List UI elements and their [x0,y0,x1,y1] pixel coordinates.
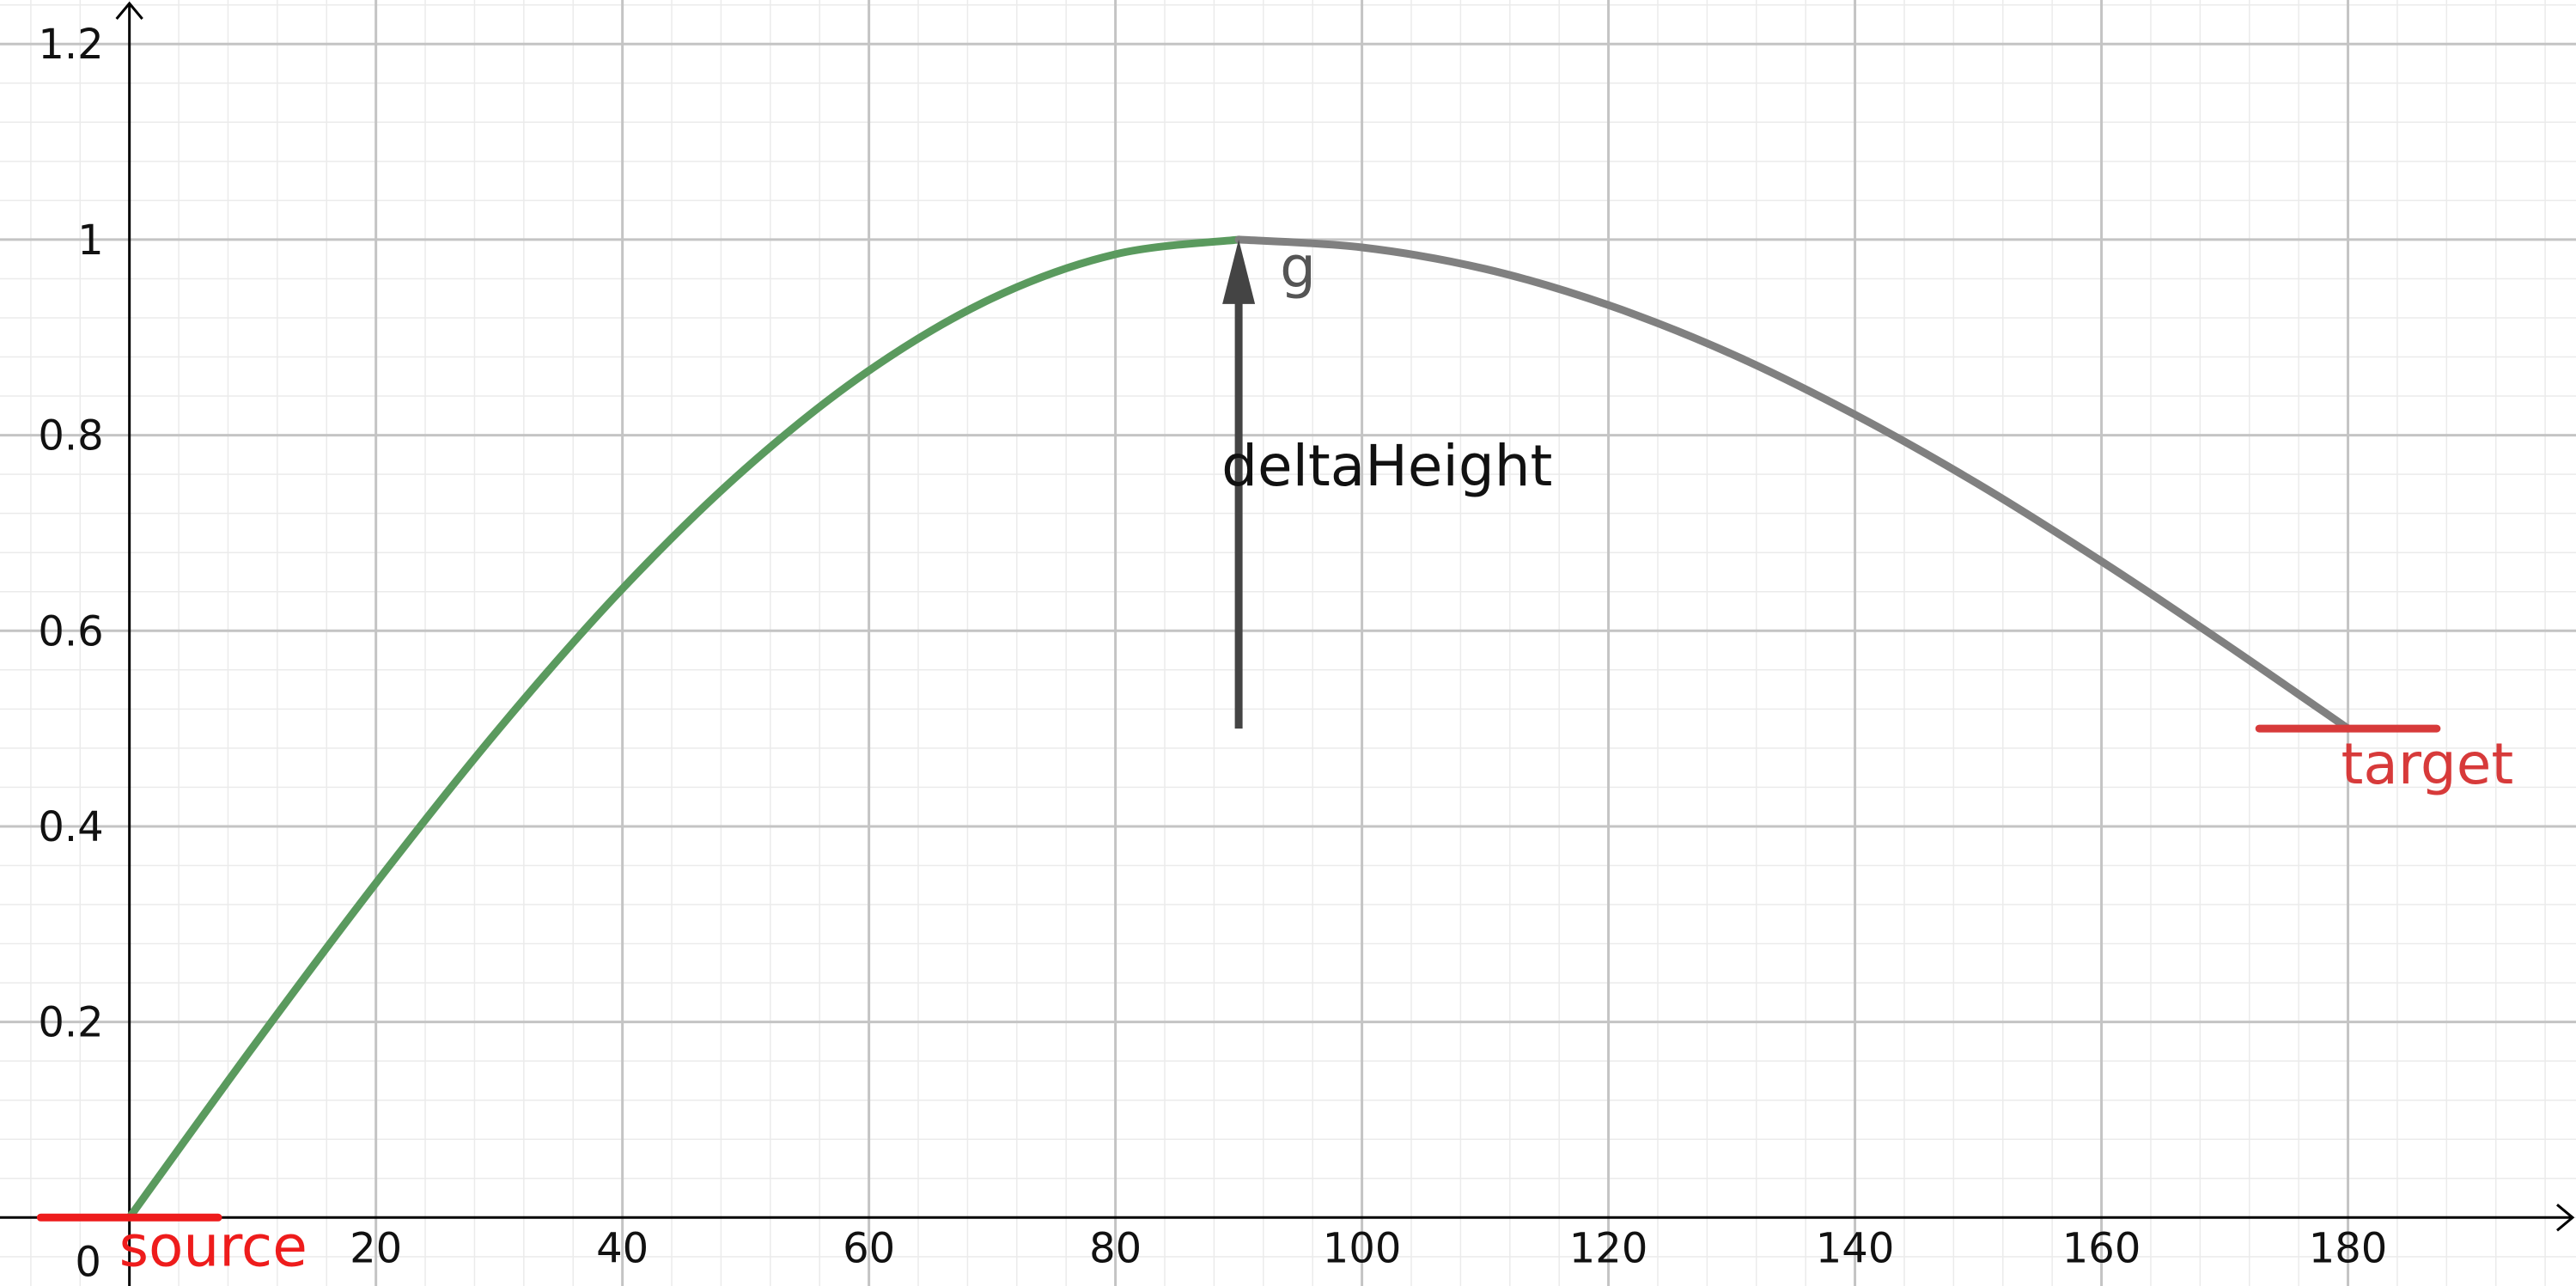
x-axis-arrow [2556,1204,2575,1232]
x-tick-labels: 20 40 60 80 100 120 140 160 180 [350,1224,2387,1272]
x-tick-label: 40 [596,1224,649,1272]
series-line [125,235,1243,1222]
y-axis-arrow [115,1,143,20]
x-tick-label: 180 [2309,1224,2388,1272]
series-line [1234,235,2353,733]
x-tick-label: 60 [843,1224,895,1272]
vector-name-label: g [1280,235,1316,301]
delta-height-arrowhead [1222,239,1256,304]
y-tick-label: 0.2 [38,999,103,1047]
y-tick-label: 1.2 [38,21,103,69]
y-tick-label: 0.8 [38,412,103,460]
source-label: source [119,1213,308,1279]
x-tick-label: 160 [2062,1224,2141,1272]
delta-height-label: deltaHeight [1221,433,1552,499]
y-tick-labels: 0.2 0.4 0.6 0.8 1 1.2 [38,21,103,1046]
x-tick-label: 20 [350,1224,402,1272]
origin-tick-label: 0 [75,1238,101,1286]
x-tick-label: 100 [1323,1224,1402,1272]
y-tick-label: 0.6 [38,607,103,655]
y-tick-label: 0.4 [38,803,103,851]
x-tick-label: 120 [1569,1224,1648,1272]
series-layer [125,235,2353,1222]
target-label: target [2342,731,2514,797]
x-tick-label: 80 [1089,1224,1142,1272]
y-tick-label: 1 [77,216,104,265]
x-tick-label: 140 [1816,1224,1895,1272]
